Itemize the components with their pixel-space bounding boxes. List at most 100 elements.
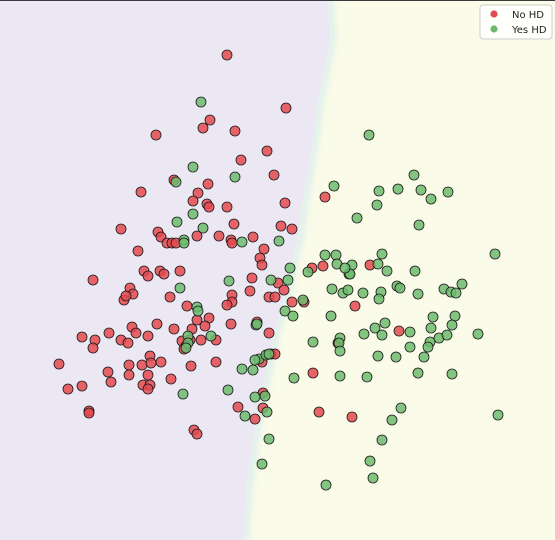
point-yes-hd <box>288 372 300 384</box>
point-no-hd <box>258 243 270 255</box>
point-yes-hd <box>247 364 259 376</box>
point-yes-hd <box>446 319 458 331</box>
point-yes-hd <box>187 208 199 220</box>
point-yes-hd <box>236 363 248 375</box>
point-yes-hd <box>229 171 241 183</box>
point-no-hd <box>165 373 177 385</box>
point-yes-hd <box>372 258 384 270</box>
point-yes-hd <box>192 305 204 317</box>
point-no-hd <box>263 327 275 339</box>
point-no-hd <box>102 366 114 378</box>
point-yes-hd <box>325 310 337 322</box>
point-yes-hd <box>223 275 235 287</box>
point-no-hd <box>105 376 117 388</box>
point-yes-hd <box>376 434 388 446</box>
point-no-hd <box>203 201 215 213</box>
point-yes-hd <box>418 351 430 363</box>
point-no-hd <box>174 265 186 277</box>
point-yes-hd <box>273 235 285 247</box>
point-yes-hd <box>284 262 296 274</box>
point-yes-hd <box>263 348 275 360</box>
point-no-hd <box>313 406 325 418</box>
point-yes-hd <box>361 371 373 383</box>
point-yes-hd <box>492 409 504 421</box>
point-no-hd <box>247 231 259 243</box>
point-yes-hd <box>302 266 314 278</box>
point-no-hd <box>136 359 148 371</box>
point-no-hd <box>87 274 99 286</box>
point-no-hd <box>150 129 162 141</box>
point-no-hd <box>53 358 65 370</box>
point-yes-hd <box>256 458 268 470</box>
point-yes-hd <box>412 288 424 300</box>
point-yes-hd <box>442 186 454 198</box>
point-no-hd <box>192 187 204 199</box>
point-yes-hd <box>413 219 425 231</box>
point-no-hd <box>120 290 132 302</box>
point-yes-hd <box>205 330 217 342</box>
point-yes-hd <box>334 370 346 382</box>
point-yes-hd <box>187 161 199 173</box>
legend-marker-yes-hd <box>490 25 498 33</box>
point-yes-hd <box>379 317 391 329</box>
point-yes-hd <box>472 328 484 340</box>
point-yes-hd <box>386 414 398 426</box>
point-yes-hd <box>171 216 183 228</box>
point-no-hd <box>275 220 287 232</box>
point-no-hd <box>103 327 115 339</box>
point-no-hd <box>246 272 258 284</box>
point-yes-hd <box>265 274 277 286</box>
point-no-hd <box>76 331 88 343</box>
point-no-hd <box>76 380 88 392</box>
point-no-hd <box>115 223 127 235</box>
point-yes-hd <box>287 310 299 322</box>
point-no-hd <box>132 245 144 257</box>
point-yes-hd <box>404 341 416 353</box>
point-yes-hd <box>364 455 376 467</box>
point-no-hd <box>228 218 240 230</box>
point-yes-hd <box>376 248 388 260</box>
point-no-hd <box>142 383 154 395</box>
point-no-hd <box>181 300 193 312</box>
point-yes-hd <box>236 236 248 248</box>
point-no-hd <box>235 154 247 166</box>
point-yes-hd <box>449 310 461 322</box>
legend-box <box>479 4 553 40</box>
point-yes-hd <box>372 350 384 362</box>
point-no-hd <box>158 268 170 280</box>
point-no-hd <box>269 291 281 303</box>
point-yes-hd <box>376 329 388 341</box>
point-yes-hd <box>369 322 381 334</box>
point-yes-hd <box>394 282 406 294</box>
point-no-hd <box>249 413 261 425</box>
point-no-hd <box>221 201 233 213</box>
point-yes-hd <box>177 388 189 400</box>
point-yes-hd <box>456 278 468 290</box>
point-no-hd <box>142 369 154 381</box>
point-yes-hd <box>373 293 385 305</box>
point-no-hd <box>62 383 74 395</box>
point-no-hd <box>256 259 268 271</box>
point-yes-hd <box>373 185 385 197</box>
point-no-hd <box>346 411 358 423</box>
point-no-hd <box>135 186 147 198</box>
point-no-hd <box>197 122 209 134</box>
legend: No HD Yes HD <box>479 4 553 40</box>
point-no-hd <box>229 125 241 137</box>
point-yes-hd <box>489 248 501 260</box>
legend-label-yes-hd: Yes HD <box>511 25 547 36</box>
point-yes-hd <box>441 329 453 341</box>
point-yes-hd <box>351 212 363 224</box>
point-no-hd <box>244 285 256 297</box>
point-yes-hd <box>197 222 209 234</box>
point-yes-hd <box>259 390 271 402</box>
point-yes-hd <box>357 287 369 299</box>
point-yes-hd <box>297 294 309 306</box>
point-yes-hd <box>408 169 420 181</box>
point-yes-hd <box>328 180 340 192</box>
point-yes-hd <box>446 368 458 380</box>
point-no-hd <box>199 320 211 332</box>
point-no-hd <box>83 407 95 419</box>
point-no-hd <box>151 318 163 330</box>
point-no-hd <box>232 401 244 413</box>
